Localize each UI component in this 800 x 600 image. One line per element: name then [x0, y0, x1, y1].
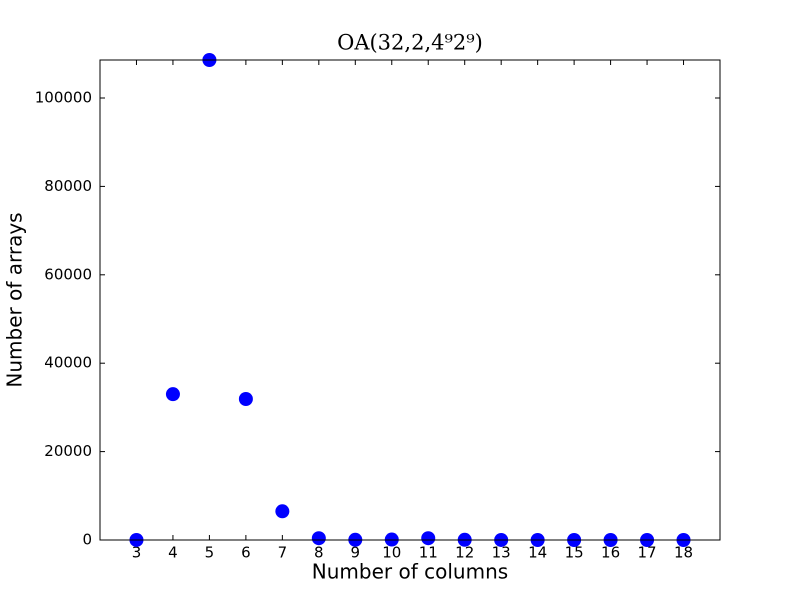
- chart-title: OA(32,2,4⁹2⁹): [337, 31, 483, 55]
- x-tick-label: 6: [241, 544, 251, 562]
- point: [238, 392, 253, 407]
- y-axis-label: Number of arrays: [3, 212, 27, 387]
- plot-frame: [99, 59, 721, 541]
- x-tick-label: 17: [638, 544, 657, 562]
- x-axis-label: Number of columns: [312, 560, 508, 584]
- y-tick-label: 40000: [44, 354, 92, 372]
- x-tick-label: 8: [314, 544, 324, 562]
- x-tick-label: 5: [205, 544, 215, 562]
- x-tick-label: 15: [565, 544, 584, 562]
- y-tick-label: 20000: [44, 442, 92, 460]
- point: [275, 504, 290, 519]
- y-tick-label: 100000: [35, 89, 92, 107]
- point: [311, 531, 326, 546]
- point: [165, 387, 180, 402]
- x-tick-label: 11: [419, 544, 438, 562]
- x-tick-label: 10: [382, 544, 401, 562]
- x-tick-label: 9: [351, 544, 361, 562]
- x-tick-label: 4: [168, 544, 178, 562]
- x-tick-label: 3: [132, 544, 142, 562]
- x-tick-label: 16: [601, 544, 620, 562]
- y-tick-label: 80000: [44, 177, 92, 195]
- point: [421, 531, 436, 546]
- x-tick-label: 14: [528, 544, 547, 562]
- x-tick-label: 12: [455, 544, 474, 562]
- x-tick-label: 18: [674, 544, 693, 562]
- x-tick-label: 7: [278, 544, 288, 562]
- y-tick-label: 60000: [44, 265, 92, 283]
- x-tick-label: 13: [492, 544, 511, 562]
- y-tick-label: 0: [82, 531, 92, 549]
